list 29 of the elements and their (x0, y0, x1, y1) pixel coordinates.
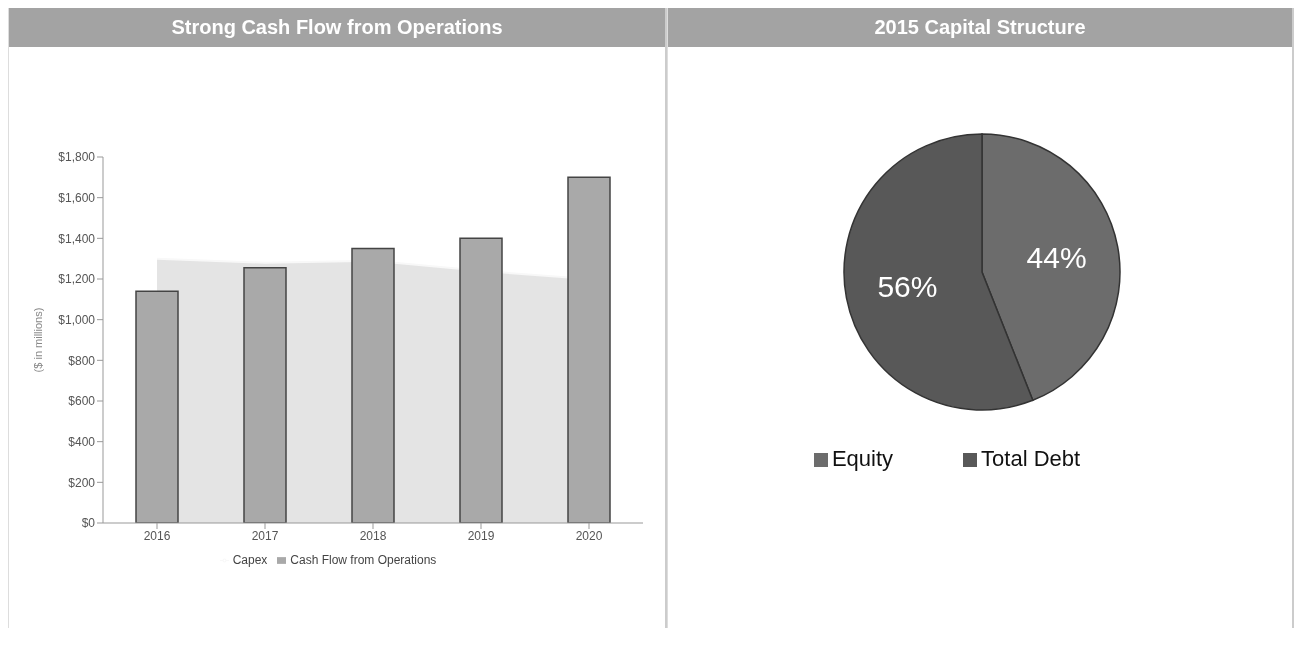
y-tick-label: $200 (68, 475, 96, 490)
y-axis-title: ($ in millions) (31, 307, 44, 373)
bar (567, 176, 611, 523)
bar (243, 267, 287, 523)
bar (135, 290, 179, 523)
bar (351, 247, 395, 523)
y-tick-label: $0 (81, 516, 96, 531)
y-tick-label: $600 (68, 394, 96, 409)
legend-label: Cash Flow from Operations (290, 553, 437, 567)
chart-title: Strong Cash Flow from Operations (9, 8, 665, 47)
data-label: 56% (877, 269, 938, 303)
x-tick-label: 2017 (251, 528, 279, 543)
legend-label: Total Debt (981, 446, 1081, 471)
y-tick-label: $800 (68, 353, 96, 368)
y-tick-label: $400 (68, 434, 96, 449)
data-label: 44% (1026, 241, 1087, 275)
legend-label: Equity (831, 446, 894, 471)
y-tick-label: $1,200 (58, 272, 96, 287)
bar (459, 237, 503, 523)
y-tick-label: $1,000 (58, 312, 96, 327)
x-tick-label: 2018 (359, 528, 387, 543)
x-tick-label: 2016 (143, 528, 171, 543)
legend-label: Capex (232, 553, 268, 567)
y-tick-label: $1,400 (58, 231, 96, 246)
x-tick-label: 2020 (575, 528, 603, 543)
y-tick-label: $1,800 (58, 150, 96, 165)
chart-title: 2015 Capital Structure (668, 8, 1292, 47)
y-tick-label: $1,600 (58, 190, 96, 205)
x-tick-label: 2019 (467, 528, 495, 543)
